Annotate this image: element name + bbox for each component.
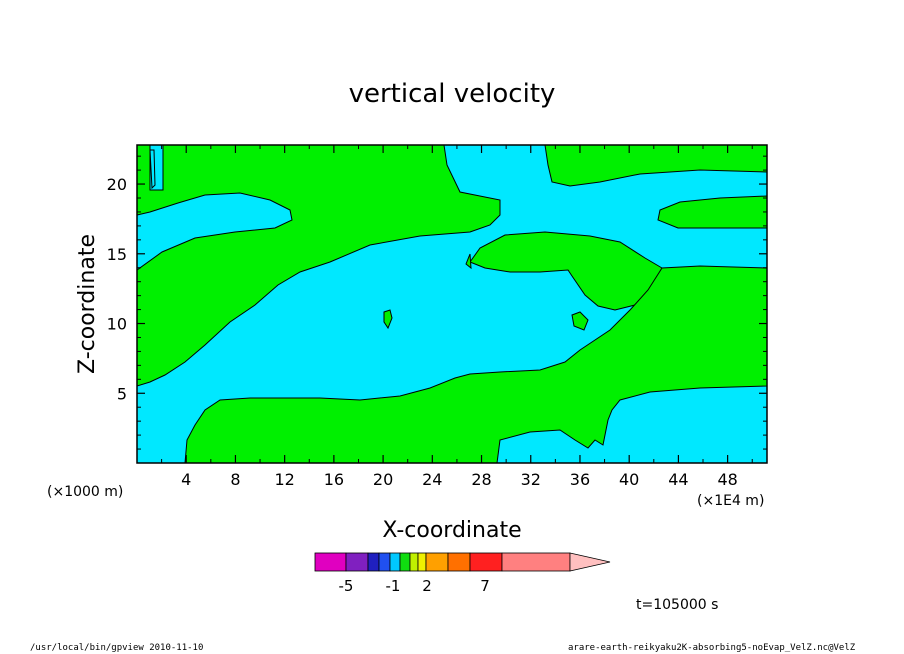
colorbar-segment <box>389 552 401 572</box>
x-tick-label: 28 <box>471 470 491 489</box>
x-tick-label: 40 <box>619 470 639 489</box>
x-tick-label: 12 <box>274 470 294 489</box>
colorbar-label: 2 <box>422 577 432 595</box>
y-tick-label: 10 <box>107 315 127 334</box>
colorbar-segment <box>345 552 369 572</box>
y-tick-label: 15 <box>107 245 127 264</box>
positive-region-right-lobe <box>657 195 767 229</box>
time-label: t=105000 s <box>636 597 718 613</box>
y-axis-label: Z-coordinate <box>75 234 100 374</box>
positive-blob-mid <box>383 309 393 330</box>
plot-area <box>136 144 768 464</box>
x-tick-label: 32 <box>521 470 541 489</box>
x-unit-left: (×1000 m) <box>47 484 123 500</box>
x-axis: 4 8 12 16 20 24 28 32 36 40 44 48 <box>161 145 753 489</box>
colorbar-label: 7 <box>480 577 490 595</box>
positive-speck <box>465 253 472 270</box>
x-unit-right: (×1E4 m) <box>697 493 764 509</box>
chart-title: vertical velocity <box>349 79 556 109</box>
x-tick-label: 16 <box>324 470 344 489</box>
x-axis-label: X-coordinate <box>382 518 521 543</box>
colorbar-segment <box>378 552 391 572</box>
x-tick-label: 36 <box>570 470 590 489</box>
colorbar-segment <box>447 552 471 572</box>
x-tick-label: 44 <box>668 470 688 489</box>
colorbar-label: -1 <box>386 577 401 595</box>
positive-region-left <box>137 145 501 387</box>
colorbar-segment <box>399 552 411 572</box>
colorbar-segment <box>501 552 571 572</box>
positive-region-top-right <box>544 145 767 187</box>
positive-streak <box>149 149 156 190</box>
x-tick-label: 4 <box>181 470 191 489</box>
footer-right: arare-earth-reikyaku2K-absorbing5-noEvap… <box>568 643 856 653</box>
plot-frame <box>136 144 768 464</box>
colorbar-segment <box>417 552 427 572</box>
y-tick-label: 5 <box>117 384 127 403</box>
positive-region-lower-right <box>184 265 767 463</box>
colorbar-label: -5 <box>339 577 354 595</box>
colorbar-labels: -5 -1 2 7 <box>339 577 490 595</box>
colorbar-arrow <box>569 552 611 572</box>
positive-blob-right <box>571 311 589 331</box>
colorbar-segment <box>409 552 419 572</box>
colorbar-segment <box>425 552 449 572</box>
colorbar-segment <box>367 552 380 572</box>
colorbar-segment <box>314 552 347 572</box>
y-axis: 5 10 15 20 <box>107 155 767 450</box>
colorbar-segment <box>469 552 503 572</box>
colorbar <box>314 552 611 572</box>
footer-left: /usr/local/bin/gpview 2010-11-10 <box>30 643 203 653</box>
y-tick-label: 20 <box>107 175 127 194</box>
x-tick-label: 8 <box>230 470 240 489</box>
x-tick-label: 24 <box>422 470 442 489</box>
x-tick-label: 20 <box>373 470 393 489</box>
x-tick-label: 48 <box>717 470 737 489</box>
